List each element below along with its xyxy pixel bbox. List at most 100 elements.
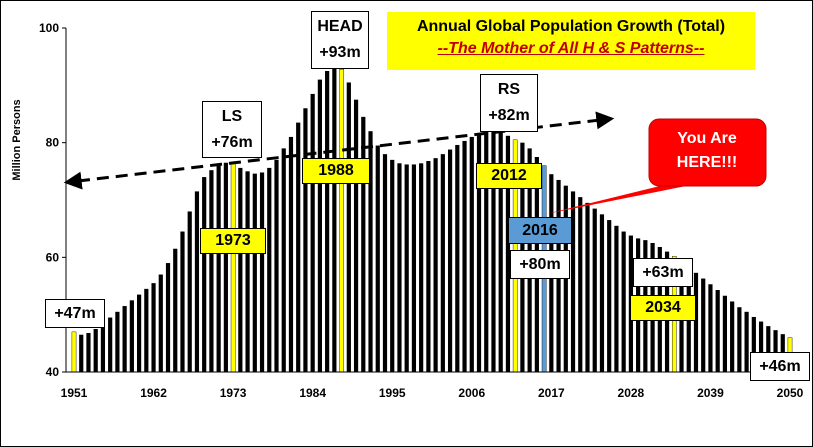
bar-2045	[751, 316, 756, 372]
x-tick-label: 2050	[777, 386, 804, 400]
bar-1982	[296, 122, 301, 372]
bar-1966	[180, 231, 185, 372]
bar-1961	[144, 288, 149, 372]
bar-2021	[578, 197, 583, 372]
bar-1960	[136, 294, 142, 372]
bar-1989	[346, 82, 351, 372]
x-tick-label: 2006	[458, 386, 485, 400]
chart-title-box: Annual Global Population Growth (Total) …	[387, 12, 755, 70]
bar-2011	[505, 135, 511, 372]
bar-1951	[71, 331, 77, 373]
bar-2001	[433, 158, 438, 372]
bar-2038	[701, 278, 706, 372]
callout-line-2: HERE!!!	[676, 154, 738, 171]
bar-2048	[773, 330, 778, 372]
bar-1973	[230, 163, 236, 373]
rs-name: RS	[497, 81, 521, 98]
bar-1956	[108, 317, 113, 372]
bar-1958	[122, 306, 127, 372]
bar-2043	[737, 307, 742, 372]
bar-2025	[607, 220, 612, 372]
x-tick-label: 1962	[140, 386, 167, 400]
bar-2044	[744, 311, 749, 372]
bar-2004	[455, 144, 460, 372]
callout-bubble	[648, 118, 767, 187]
callout-bubble-tail	[546, 186, 686, 214]
y-tick-label: 80	[46, 136, 60, 150]
bar-1962	[151, 283, 156, 372]
bar-1969	[202, 177, 207, 372]
bar-1968	[194, 191, 200, 372]
chart-title: Annual Global Population Growth (Total)	[416, 18, 726, 35]
annotation-end: +46m	[750, 352, 810, 381]
x-tick-label: 1995	[379, 386, 406, 400]
bar-1999	[419, 163, 424, 372]
bar-1975	[245, 171, 250, 372]
bar-2022	[585, 202, 590, 372]
bar-2006	[469, 136, 474, 372]
ls-value: +76m	[211, 134, 253, 151]
x-axis: 1951 1962 1973 1984 1995 2006 2017 2028 2039 2050	[61, 371, 804, 400]
bar-2040	[715, 290, 720, 372]
bar-1986	[325, 71, 330, 372]
bar-1990	[353, 99, 359, 373]
bar-1952	[79, 334, 84, 372]
head-value: +93m	[319, 44, 361, 61]
bar-2010	[498, 132, 503, 372]
bar-1995	[390, 159, 395, 372]
bar-1971	[216, 165, 221, 372]
bar-1976	[252, 173, 257, 372]
x-tick-label: 1951	[61, 386, 88, 400]
bar-1996	[397, 163, 402, 372]
annotation-right-shoulder: RS +82m	[480, 74, 538, 132]
bar-1984	[310, 93, 315, 372]
annotation-head: HEAD +93m	[311, 11, 369, 69]
bar-2000	[426, 161, 431, 372]
x-tick-label: 1984	[299, 386, 326, 400]
bar-2024	[599, 214, 605, 372]
year-label-2034: 2034	[630, 295, 696, 321]
bar-1964	[165, 263, 171, 372]
chart-subtitle: --The Mother of All H & S Patterns--	[437, 40, 705, 57]
bar-2020	[570, 191, 576, 372]
rs-value: +82m	[488, 107, 530, 124]
bar-1970	[209, 170, 214, 372]
x-tick-label: 2039	[697, 386, 724, 400]
bar-1977	[259, 172, 265, 372]
bar-2009	[491, 131, 496, 372]
bar-2041	[722, 295, 728, 372]
y-tick-label: 60	[46, 250, 60, 264]
annotation-left-shoulder: LS +76m	[202, 101, 262, 158]
bar-1957	[115, 311, 120, 372]
bar-1953	[86, 333, 91, 372]
bar-1972	[223, 162, 228, 372]
y-axis-label: Million Persons	[11, 99, 23, 180]
x-tick-label: 1973	[220, 386, 247, 400]
y-tick-label: 40	[46, 365, 60, 379]
x-tick-label: 2017	[538, 386, 565, 400]
bar-series	[71, 68, 793, 373]
bar-1998	[411, 164, 417, 372]
bar-2047	[766, 326, 771, 372]
bar-1983	[303, 108, 308, 373]
bar-1974	[238, 167, 243, 372]
bar-2002	[440, 154, 445, 372]
bar-2027	[621, 231, 626, 372]
bar-1985	[317, 79, 322, 372]
bar-1965	[173, 248, 178, 372]
bar-1955	[100, 323, 106, 372]
bar-2042	[730, 301, 735, 372]
year-label-2016: 2016	[508, 217, 572, 244]
bar-1978	[267, 167, 272, 372]
bar-2039	[708, 284, 713, 372]
year-label-2012: 2012	[476, 163, 542, 189]
annotation-mid-value: +63m	[633, 258, 693, 287]
bar-1992	[368, 131, 373, 372]
bar-1993	[375, 145, 380, 372]
bar-1997	[404, 164, 409, 372]
bar-1963	[158, 274, 163, 372]
bar-2037	[693, 272, 699, 372]
bar-1979	[274, 159, 279, 372]
head-name: HEAD	[317, 18, 363, 35]
bar-1994	[382, 154, 388, 372]
